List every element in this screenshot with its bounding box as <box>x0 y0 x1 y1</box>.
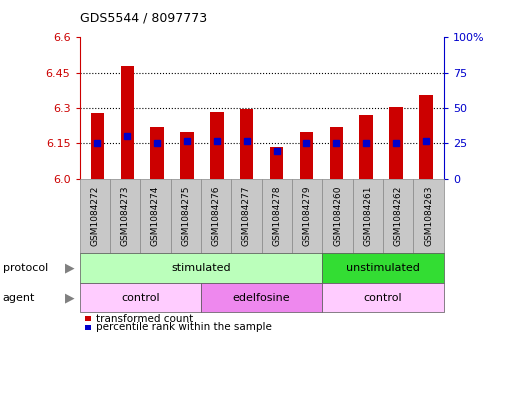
Bar <box>180 132 194 179</box>
Text: control: control <box>364 293 402 303</box>
Text: control: control <box>121 293 160 303</box>
Text: GSM1084274: GSM1084274 <box>151 186 160 246</box>
Bar <box>240 109 253 179</box>
Text: GSM1084273: GSM1084273 <box>121 186 130 246</box>
Text: GSM1084279: GSM1084279 <box>303 186 312 246</box>
Bar <box>360 115 373 179</box>
Text: GSM1084275: GSM1084275 <box>181 186 190 246</box>
Bar <box>270 147 283 179</box>
Bar <box>210 112 224 179</box>
Text: GSM1084260: GSM1084260 <box>333 186 342 246</box>
Text: stimulated: stimulated <box>171 263 231 273</box>
Text: transformed count: transformed count <box>96 314 193 324</box>
Text: GSM1084277: GSM1084277 <box>242 186 251 246</box>
Bar <box>121 66 134 179</box>
Text: GSM1084276: GSM1084276 <box>211 186 221 246</box>
Text: ▶: ▶ <box>65 262 74 275</box>
Bar <box>91 113 104 179</box>
Text: GDS5544 / 8097773: GDS5544 / 8097773 <box>80 12 207 25</box>
Text: agent: agent <box>3 293 35 303</box>
Text: ▶: ▶ <box>65 291 74 304</box>
Text: protocol: protocol <box>3 263 48 273</box>
Text: GSM1084263: GSM1084263 <box>424 186 433 246</box>
Bar <box>329 127 343 179</box>
Text: unstimulated: unstimulated <box>346 263 420 273</box>
Text: GSM1084278: GSM1084278 <box>272 186 281 246</box>
Text: GSM1084262: GSM1084262 <box>393 186 403 246</box>
Text: GSM1084272: GSM1084272 <box>90 186 99 246</box>
Bar <box>300 132 313 179</box>
Bar <box>389 107 403 179</box>
Bar <box>150 127 164 179</box>
Bar <box>419 95 432 179</box>
Text: GSM1084261: GSM1084261 <box>363 186 372 246</box>
Text: edelfosine: edelfosine <box>233 293 290 303</box>
Text: percentile rank within the sample: percentile rank within the sample <box>96 322 272 332</box>
